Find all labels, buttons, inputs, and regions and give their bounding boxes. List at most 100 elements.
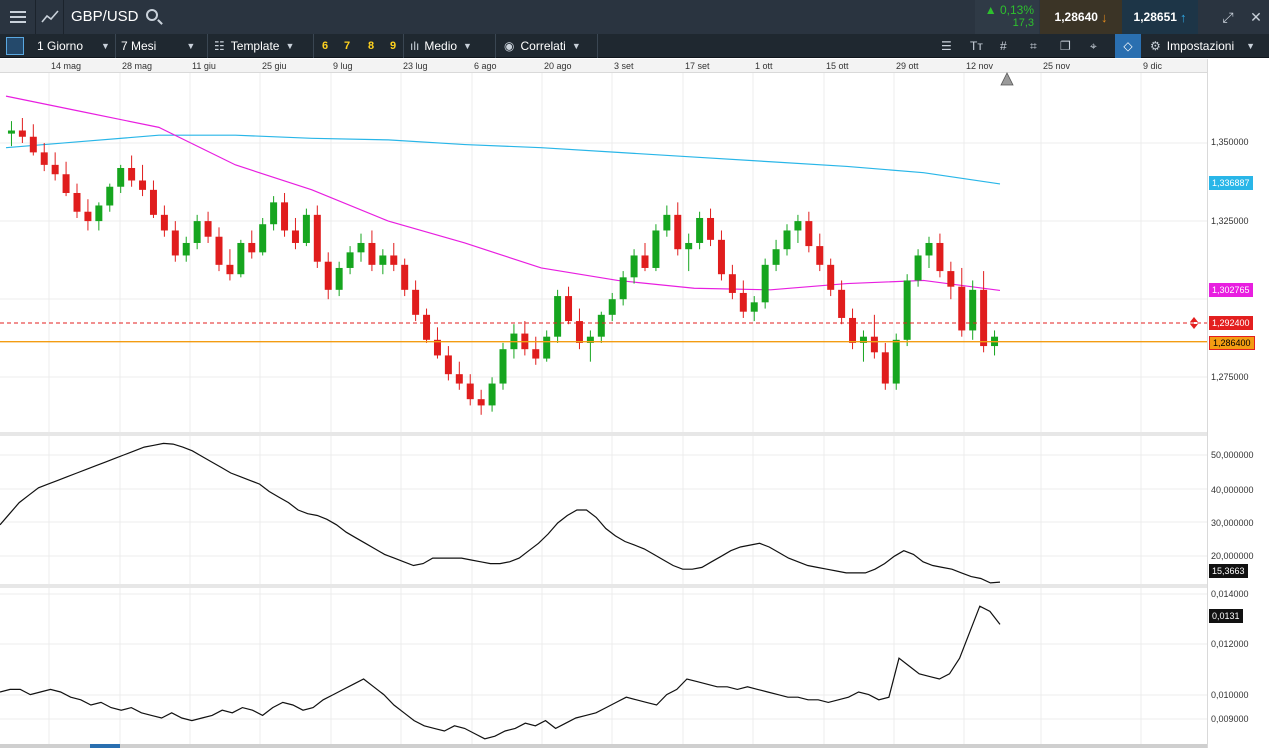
date-tick: 25 giu bbox=[262, 61, 287, 71]
candle-body bbox=[215, 236, 223, 265]
candle-body bbox=[674, 214, 682, 250]
candle-body bbox=[335, 267, 343, 290]
date-tick: 12 nov bbox=[966, 61, 994, 71]
candle-body bbox=[248, 242, 256, 253]
price-axis[interactable] bbox=[1207, 59, 1269, 748]
alert-up-icon bbox=[1190, 316, 1198, 322]
candle-body bbox=[182, 242, 190, 256]
crosshair-icon[interactable]: ⌖ bbox=[1090, 38, 1097, 53]
settings-label: Impostazioni bbox=[1166, 39, 1235, 53]
candle-body bbox=[357, 242, 365, 253]
candle-body bbox=[597, 314, 605, 337]
interval-select[interactable]: 1 Giorno ▼ bbox=[30, 34, 116, 58]
related-select[interactable]: ◉ Correlati ▼ bbox=[496, 34, 598, 58]
current-price-label: 1,286400 bbox=[1209, 336, 1255, 350]
grid-icon[interactable]: # bbox=[1000, 39, 1007, 53]
candle-body bbox=[772, 249, 780, 265]
menu-icon[interactable] bbox=[0, 0, 36, 34]
candle-body bbox=[95, 205, 103, 222]
candle-body bbox=[193, 221, 201, 243]
object-tree-icon[interactable]: ☰ bbox=[941, 39, 952, 53]
candle-body bbox=[630, 255, 638, 278]
candle-body bbox=[870, 336, 878, 353]
candle-body bbox=[139, 180, 147, 190]
alert-down-icon bbox=[1190, 323, 1198, 329]
search-icon[interactable] bbox=[146, 9, 158, 21]
candle-body bbox=[302, 214, 310, 243]
candle-body bbox=[641, 255, 649, 268]
chart-icon[interactable] bbox=[36, 0, 64, 34]
indicator1-tick: 20,000000 bbox=[1211, 551, 1254, 561]
candle-body bbox=[892, 339, 900, 384]
date-tick: 28 mag bbox=[122, 61, 153, 71]
indicator2-last-label: 0,0131 bbox=[1209, 609, 1243, 623]
candle-body bbox=[750, 302, 758, 312]
candle-body bbox=[313, 214, 321, 262]
candle-body bbox=[117, 167, 125, 187]
candle-body bbox=[575, 321, 583, 343]
chevron-down-icon: ▼ bbox=[463, 41, 472, 51]
date-tick: 11 giu bbox=[192, 61, 216, 71]
candle-body bbox=[29, 136, 37, 153]
candle-body bbox=[18, 130, 26, 137]
expand-icon[interactable]: ⤢ bbox=[1222, 8, 1234, 25]
drawing-tools-icon[interactable]: ⌗ bbox=[1030, 38, 1037, 53]
list-icon[interactable] bbox=[6, 37, 24, 55]
candle-body bbox=[444, 355, 452, 375]
candle-body bbox=[947, 271, 955, 287]
quick-button-6[interactable]: 6 bbox=[322, 34, 328, 58]
quick-button-7[interactable]: 7 bbox=[344, 34, 350, 58]
indicator2-tick: 0,012000 bbox=[1211, 639, 1249, 649]
panel-divider bbox=[0, 584, 1207, 588]
quick-button-8[interactable]: 8 bbox=[368, 34, 374, 58]
candle-body bbox=[707, 217, 715, 240]
scroll-marker-icon bbox=[1000, 72, 1014, 86]
close-icon[interactable]: ✕ bbox=[1250, 8, 1262, 25]
range-select[interactable]: 7 Mesi ▼ bbox=[116, 34, 208, 58]
indicator2-line bbox=[0, 605, 1001, 740]
chart-type-select[interactable]: ılı Medio ▼ bbox=[404, 34, 496, 58]
candle-body bbox=[859, 336, 867, 343]
candle-body bbox=[128, 167, 136, 181]
candle-body bbox=[980, 289, 988, 347]
alert-price-label[interactable]: 1,292400 bbox=[1209, 316, 1253, 330]
sell-price: 1,28640 bbox=[1054, 10, 1098, 24]
candle-body bbox=[783, 230, 791, 250]
candle-body bbox=[586, 336, 594, 343]
candle-body bbox=[62, 174, 70, 193]
candle-body bbox=[423, 314, 431, 340]
sma_long-line bbox=[5, 134, 1001, 185]
tag-icon[interactable]: ◇ bbox=[1115, 34, 1141, 58]
candle-body bbox=[226, 264, 234, 275]
candle-body bbox=[455, 374, 463, 384]
candle-body bbox=[685, 242, 693, 250]
candle-body bbox=[816, 246, 824, 265]
gear-icon: ⚙ bbox=[1150, 39, 1161, 53]
template-select[interactable]: ☷ Template ▼ bbox=[208, 34, 314, 58]
settings-button[interactable]: ⚙ Impostazioni ▼ bbox=[1150, 34, 1255, 58]
date-tick: 3 set bbox=[614, 61, 634, 71]
date-tick: 25 nov bbox=[1043, 61, 1071, 71]
candle-body bbox=[881, 352, 889, 384]
candle-body bbox=[794, 221, 802, 231]
candle-body bbox=[477, 399, 485, 406]
candle-body bbox=[565, 296, 573, 322]
buy-button[interactable]: 1,28651 ↑ bbox=[1122, 0, 1198, 34]
quick-button-9[interactable]: 9 bbox=[390, 34, 404, 58]
related-label: Correlati bbox=[520, 39, 566, 53]
candle-body bbox=[488, 383, 496, 406]
indicator1-tick: 50,000000 bbox=[1211, 450, 1254, 460]
candle-body bbox=[281, 202, 289, 231]
top-bar: GBP/USD ▲ 0,13% 17,3 1,28640 ↓ 1,28651 ↑… bbox=[0, 0, 1269, 34]
date-tick: 14 mag bbox=[51, 61, 82, 71]
candle-body bbox=[433, 339, 441, 356]
layers-icon[interactable]: ❐ bbox=[1060, 39, 1071, 53]
candle-body bbox=[171, 230, 179, 256]
instrument-symbol[interactable]: GBP/USD bbox=[71, 8, 139, 25]
sell-button[interactable]: 1,28640 ↓ bbox=[1040, 0, 1122, 34]
candle-body bbox=[270, 202, 278, 225]
text-tool-icon[interactable]: Tт bbox=[970, 39, 983, 53]
candle-body bbox=[903, 280, 911, 340]
sma-long-label: 1,336887 bbox=[1209, 176, 1253, 190]
